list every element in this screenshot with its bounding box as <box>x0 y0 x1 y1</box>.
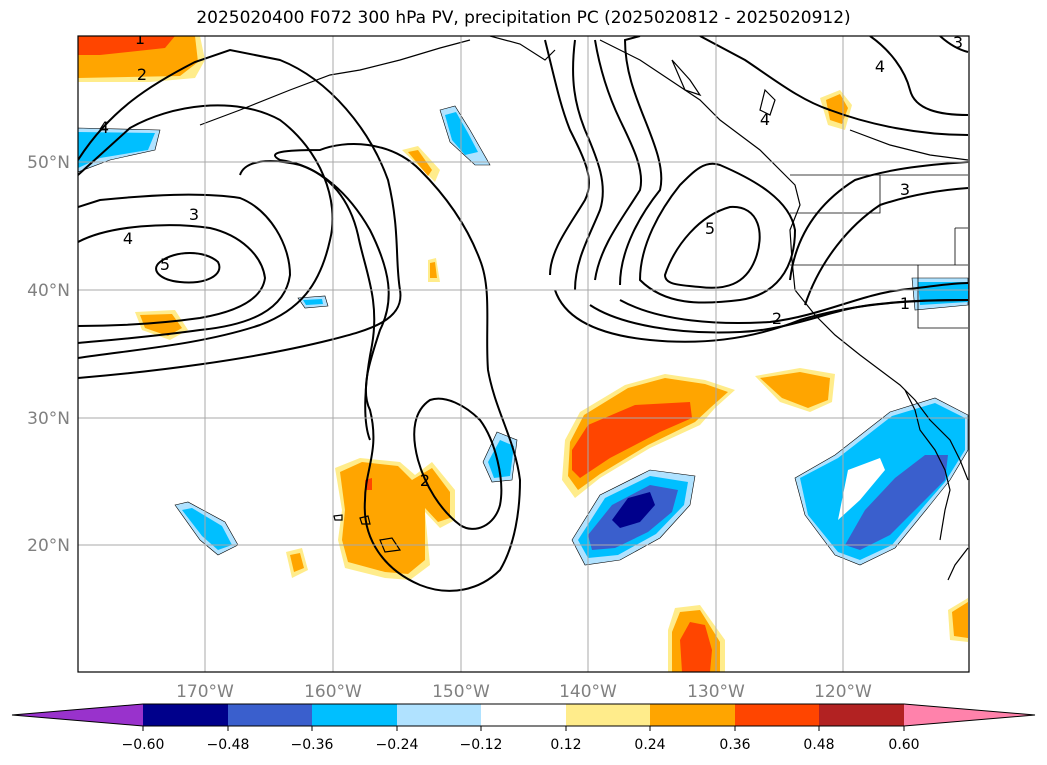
contour-label: 2 <box>772 309 782 328</box>
contour-label: 4 <box>760 110 770 129</box>
precip-anomaly-region <box>572 402 692 478</box>
contour-label: 3 <box>953 33 963 52</box>
precip-anomaly-region <box>680 622 712 672</box>
precip-anomaly-region <box>408 150 432 176</box>
precip-anomaly-region <box>488 440 514 478</box>
colorbar: −0.60 −0.48 −0.36 −0.24 −0.12 0.12 0.24 … <box>11 703 1036 753</box>
precip-anomaly-region <box>290 553 304 572</box>
lat-label: 30°N <box>27 409 70 429</box>
contour-label: 5 <box>705 219 715 238</box>
colorbar-extend-low <box>12 704 143 726</box>
contour-label: 4 <box>875 57 885 76</box>
lat-label: 40°N <box>27 281 70 301</box>
precip-anomaly-region <box>78 132 155 168</box>
contour-label: 5 <box>160 255 170 274</box>
lat-label: 20°N <box>27 536 70 556</box>
contour-label: 1 <box>135 29 145 48</box>
colorbar-segment <box>481 704 566 726</box>
precip-anomaly-region <box>303 299 323 305</box>
colorbar-extend-high <box>904 704 1035 726</box>
lon-labels: 170°W 160°W 150°W 140°W 130°W 120°W <box>176 682 872 702</box>
pv-contours <box>78 36 969 592</box>
lon-label: 150°W <box>432 682 490 702</box>
colorbar-tick-label: 0.12 <box>550 737 581 753</box>
map-title: 2025020400 F072 300 hPa PV, precipitatio… <box>196 8 851 28</box>
precip-anomaly-region <box>612 492 655 528</box>
precip-anomaly-region <box>78 36 175 55</box>
precip-anomaly-region <box>952 602 968 638</box>
precip-anomaly-region <box>838 458 885 520</box>
contour-label: 4 <box>123 229 133 248</box>
precip-anomaly-region <box>760 372 830 408</box>
precip-anomaly-region <box>140 314 182 336</box>
plot-frame <box>77 35 970 673</box>
colorbar-segment <box>312 704 397 726</box>
colorbar-segment <box>228 704 312 726</box>
contour-label: 1 <box>900 294 910 313</box>
colorbar-segment <box>735 704 819 726</box>
colorbar-tick-label: −0.12 <box>460 737 503 753</box>
colorbar-segment <box>819 704 904 726</box>
lon-label: 170°W <box>176 682 234 702</box>
colorbar-segment <box>566 704 650 726</box>
colorbar-tick-label: −0.24 <box>376 737 419 753</box>
contour-label: 3 <box>189 205 199 224</box>
colorbar-segment <box>397 704 481 726</box>
colorbar-segment <box>650 704 735 726</box>
precip-anomaly-region <box>182 508 232 550</box>
lat-labels: 50°N 40°N 30°N 20°N <box>27 153 70 556</box>
lon-label: 140°W <box>559 682 617 702</box>
colorbar-tick-label: 0.48 <box>803 737 834 753</box>
contour-label: 3 <box>900 180 910 199</box>
graticule <box>78 36 969 672</box>
coastlines <box>199 36 969 581</box>
precip-anomaly-region <box>800 403 965 560</box>
contour-label: 2 <box>137 65 147 84</box>
lon-label: 120°W <box>814 682 872 702</box>
colorbar-tick-label: −0.48 <box>207 737 250 753</box>
colorbar-tick-label: 0.24 <box>634 737 665 753</box>
colorbar-tick-label: −0.60 <box>122 737 165 753</box>
colorbar-tick-label: 0.36 <box>719 737 750 753</box>
precip-shading <box>78 36 969 672</box>
contour-labels: 1 2 4 3 4 5 5 4 4 3 2 1 2 3 <box>99 29 963 490</box>
colorbar-tick-label: −0.36 <box>291 737 334 753</box>
lat-label: 50°N <box>27 153 70 173</box>
lon-label: 160°W <box>304 682 362 702</box>
contour-label: 4 <box>99 118 109 137</box>
precip-anomaly-region <box>845 455 948 550</box>
contour-label: 2 <box>420 471 430 490</box>
lon-label: 130°W <box>687 682 745 702</box>
colorbar-segment <box>143 704 228 726</box>
precip-anomaly-region <box>430 262 437 278</box>
colorbar-tick-label: 0.60 <box>888 737 919 753</box>
map-plot-area: 1 2 4 3 4 5 5 4 4 3 2 1 2 3 <box>78 29 969 672</box>
